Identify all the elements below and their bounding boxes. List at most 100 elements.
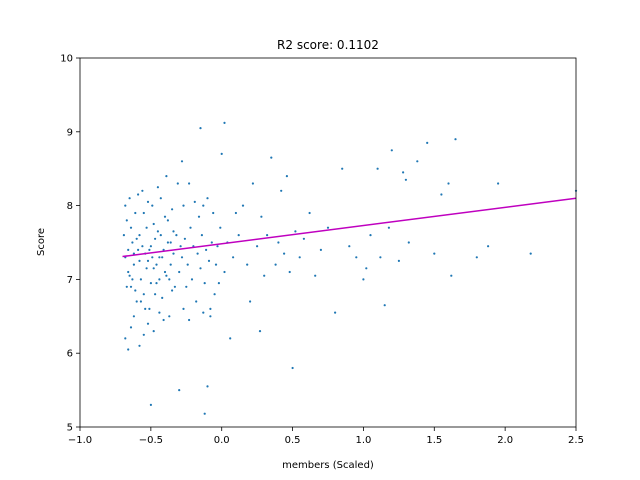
data-point — [402, 171, 405, 174]
data-point — [163, 270, 167, 274]
data-point — [426, 141, 429, 144]
data-point — [251, 182, 254, 185]
data-point — [180, 256, 184, 259]
data-point — [148, 307, 151, 310]
data-point — [142, 333, 145, 336]
data-point — [141, 189, 144, 192]
data-point — [197, 215, 201, 218]
data-point — [334, 311, 337, 314]
data-point — [217, 282, 220, 285]
data-point — [135, 300, 138, 303]
data-point — [205, 248, 208, 251]
data-point — [173, 285, 176, 288]
data-point — [277, 241, 280, 244]
data-point — [256, 245, 259, 248]
data-point — [142, 293, 145, 296]
data-point — [213, 293, 216, 296]
data-point — [158, 278, 161, 281]
data-point — [131, 278, 134, 281]
data-point — [314, 274, 317, 277]
data-point — [161, 256, 164, 259]
regression-line — [122, 197, 577, 258]
chart-title: R2 score: 0.1102 — [277, 38, 379, 52]
data-point — [186, 263, 189, 266]
data-point — [407, 241, 410, 244]
data-point — [145, 267, 148, 270]
data-point — [270, 156, 273, 159]
data-point — [127, 248, 130, 251]
data-point — [202, 311, 205, 314]
data-point — [188, 318, 191, 322]
data-point — [376, 167, 379, 170]
data-point — [454, 138, 457, 141]
data-point — [127, 270, 130, 274]
data-point — [149, 245, 152, 248]
data-point — [139, 278, 142, 281]
data-point — [203, 282, 206, 285]
data-point — [199, 267, 202, 270]
data-point — [383, 304, 386, 307]
data-point — [416, 160, 419, 163]
data-point — [185, 285, 188, 288]
data-point — [216, 245, 219, 248]
data-point — [180, 160, 184, 163]
data-point — [141, 245, 144, 248]
data-point — [193, 200, 196, 203]
data-point — [387, 226, 390, 229]
y-tick-label: 9 — [67, 127, 73, 138]
data-point — [212, 211, 215, 215]
data-point — [122, 234, 125, 237]
data-point — [274, 263, 277, 266]
x-tick-label: −0.5 — [139, 435, 163, 446]
data-point — [348, 245, 351, 248]
data-point — [125, 219, 128, 222]
data-point — [169, 241, 172, 244]
data-point — [199, 127, 202, 130]
data-point — [447, 182, 450, 185]
data-point — [154, 237, 157, 240]
data-point — [220, 152, 223, 155]
data-point — [206, 385, 209, 388]
data-point — [178, 270, 181, 274]
data-point — [142, 211, 145, 215]
data-point — [266, 234, 269, 237]
data-point — [263, 274, 266, 277]
data-point — [200, 234, 203, 237]
y-tick-label: 7 — [67, 275, 73, 286]
data-point — [128, 197, 131, 200]
data-point — [404, 178, 407, 181]
data-point — [390, 149, 393, 152]
data-point — [232, 256, 235, 259]
data-point — [169, 263, 172, 266]
data-point — [529, 252, 532, 255]
data-point — [131, 241, 134, 244]
data-point — [156, 230, 159, 233]
data-point — [132, 315, 135, 318]
data-point — [171, 289, 174, 292]
data-point — [146, 259, 150, 262]
data-point — [175, 234, 178, 237]
data-point — [475, 256, 478, 259]
data-point — [171, 208, 174, 211]
data-point — [155, 263, 158, 266]
data-point — [148, 248, 151, 251]
data-point — [260, 215, 263, 218]
data-point — [182, 204, 185, 207]
data-point — [166, 241, 169, 244]
y-tick-label: 6 — [67, 349, 73, 360]
data-point — [291, 366, 294, 370]
data-point — [146, 322, 150, 325]
x-tick-label: 0.5 — [285, 435, 301, 446]
data-point — [178, 389, 181, 392]
data-point — [379, 256, 382, 259]
data-point — [152, 330, 155, 333]
x-axis-label: members (Scaled) — [282, 460, 374, 471]
data-point — [190, 278, 194, 281]
data-point — [158, 311, 161, 314]
y-tick-label: 8 — [67, 201, 73, 212]
data-point — [341, 167, 344, 170]
data-point — [152, 222, 155, 226]
data-point — [124, 337, 127, 340]
data-point — [237, 234, 240, 237]
